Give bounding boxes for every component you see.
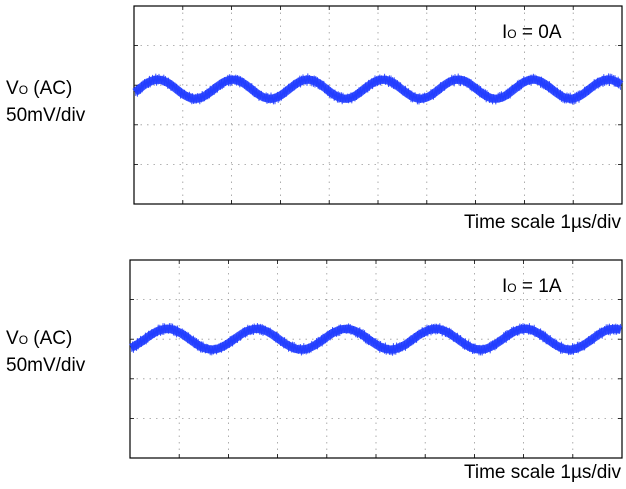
oscilloscope-plot-bottom: IO = 1A bbox=[127, 259, 625, 459]
scope-panel-top: IO = 0A VO (AC) 50mV/div Time scale 1µs/… bbox=[0, 0, 626, 244]
load-current-annotation-bottom: IO = 1A bbox=[502, 276, 562, 297]
x-axis-label-top: Time scale 1µs/div bbox=[463, 212, 621, 233]
oscilloscope-plot-top: IO = 0A bbox=[131, 5, 625, 205]
y-axis-label-top: VO (AC) 50mV/div bbox=[6, 78, 86, 126]
load-current-annotation-top: IO = 0A bbox=[502, 22, 562, 43]
y-axis-label-bottom: VO (AC) 50mV/div bbox=[6, 328, 86, 376]
scope-panel-bottom: IO = 1A VO (AC) 50mV/div Time scale 1µs/… bbox=[0, 244, 626, 489]
ripple-waveform-core bbox=[127, 324, 625, 354]
ripple-waveform-core bbox=[131, 75, 625, 103]
y-scale-label-bottom: 50mV/div bbox=[6, 355, 86, 376]
y-scale-label-top: 50mV/div bbox=[6, 105, 86, 126]
x-axis-label-bottom: Time scale 1µs/div bbox=[463, 462, 621, 483]
